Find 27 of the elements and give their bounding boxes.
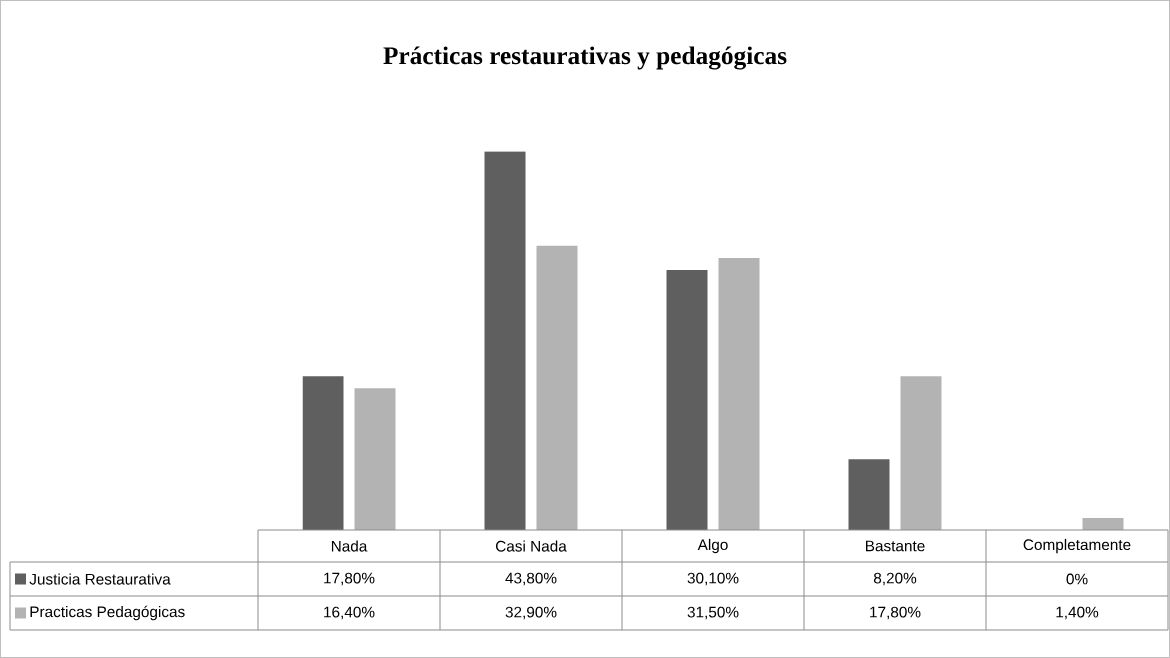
x-tick-label: Algo (697, 538, 728, 554)
bar (536, 245, 578, 530)
chart-title: Prácticas restaurativas y pedagógicas (383, 46, 787, 70)
data-label: 1,40% (1056, 606, 1099, 620)
bar (1082, 517, 1124, 530)
bar (848, 459, 890, 530)
bar (666, 269, 708, 530)
x-tick-label: Completamente (1023, 538, 1131, 554)
x-tick-label: Nada (331, 540, 368, 552)
legend-label: Justicia Restaurativa (29, 573, 171, 585)
bar (484, 151, 526, 530)
data-label: 30,10% (687, 572, 739, 586)
data-label: 17,80% (324, 572, 375, 586)
data-label: 0% (1066, 573, 1088, 585)
x-tick-label: Casi Nada (495, 540, 567, 552)
data-label: 16,40% (324, 606, 375, 620)
data-label: 32,90% (505, 606, 557, 620)
data-label: 43,80% (505, 572, 557, 586)
bar (718, 257, 760, 530)
x-tick-label: Bastante (866, 540, 925, 552)
bar (900, 376, 942, 530)
legend-label: Practicas Pedagógicas (30, 605, 185, 621)
bar (354, 388, 396, 530)
data-label: 17,80% (870, 606, 921, 620)
data-label: 8,20% (873, 572, 917, 586)
data-label: 31,50% (687, 606, 739, 620)
bar (302, 376, 344, 530)
